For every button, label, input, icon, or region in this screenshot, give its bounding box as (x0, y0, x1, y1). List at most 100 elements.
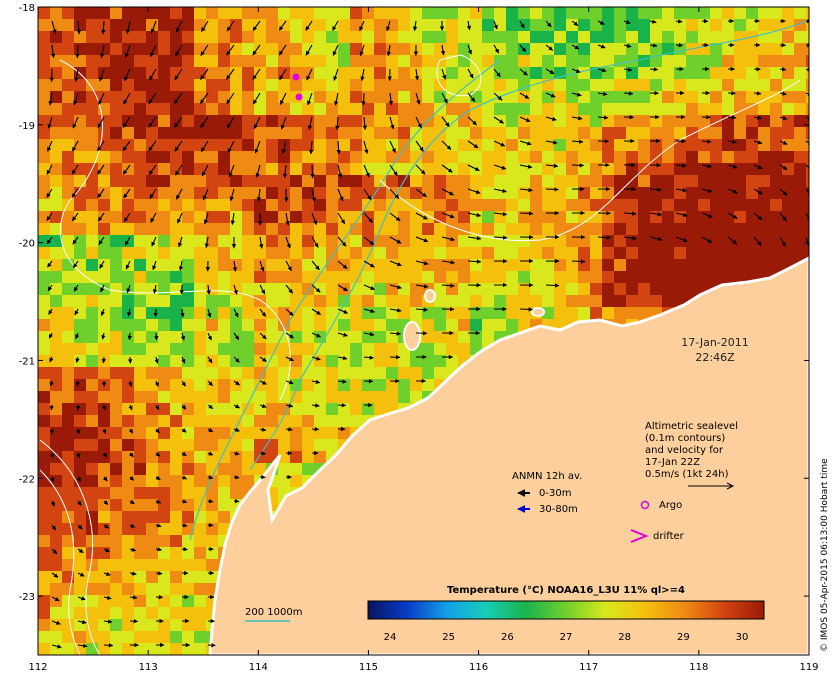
velocity-arrow (389, 331, 402, 336)
sst-cell (278, 175, 290, 187)
sst-cell (110, 571, 122, 583)
sst-cell (446, 7, 458, 19)
sst-cell (170, 631, 182, 643)
sst-cell (266, 67, 278, 79)
sst-cell (50, 223, 62, 235)
sst-cell (134, 331, 146, 343)
sst-cell (182, 163, 194, 175)
sst-cell (578, 247, 590, 259)
sst-cell (62, 151, 74, 163)
sst-cell (242, 439, 254, 451)
sst-cell (374, 319, 386, 331)
sst-cell (386, 271, 398, 283)
sst-cell (542, 31, 554, 43)
sst-cell (326, 127, 338, 139)
sst-cell (758, 151, 770, 163)
sst-cell (734, 103, 746, 115)
sst-cell (86, 223, 98, 235)
sst-cell (110, 583, 122, 595)
sst-cell (710, 43, 722, 55)
sst-cell (350, 7, 362, 19)
sst-cell (290, 7, 302, 19)
velocity-arrow (571, 44, 580, 50)
sst-cell (170, 343, 182, 355)
velocity-arrow (50, 500, 56, 507)
sst-cell (134, 415, 146, 427)
sst-cell (98, 187, 110, 199)
velocity-arrow (805, 212, 809, 222)
lon-tick-label: 115 (359, 662, 378, 673)
sst-cell (446, 103, 458, 115)
sst-cell (326, 91, 338, 103)
sst-cell (554, 223, 566, 235)
colorbar-tick-label: 25 (442, 632, 455, 643)
sst-cell (242, 139, 254, 151)
sst-cell (290, 115, 302, 127)
sst-cell (578, 43, 590, 55)
sst-cell (350, 259, 362, 271)
sst-cell (614, 115, 626, 127)
sst-cell (122, 307, 134, 319)
sst-cell (314, 403, 326, 415)
lon-tick-label: 117 (579, 662, 598, 673)
velocity-arrow (77, 500, 82, 506)
velocity-arrow (155, 499, 162, 504)
sst-cell (158, 103, 170, 115)
velocity-arrow (779, 67, 787, 72)
sst-cell (50, 163, 62, 175)
sst-cell (710, 67, 722, 79)
sst-cell (122, 487, 134, 499)
sst-cell (614, 295, 626, 307)
velocity-arrow (175, 164, 183, 176)
sst-cell (38, 463, 50, 475)
sst-cell (158, 607, 170, 619)
velocity-arrow (233, 284, 238, 295)
velocity-arrow (285, 356, 294, 362)
sst-cell (146, 271, 158, 283)
velocity-arrow (440, 44, 446, 56)
sst-cell (590, 295, 602, 307)
sst-cell (734, 79, 746, 91)
sst-cell (758, 175, 770, 187)
sst-cell (386, 103, 398, 115)
sst-cell (374, 211, 386, 223)
sst-cell (158, 283, 170, 295)
sst-cell (158, 223, 170, 235)
sst-cell (350, 343, 362, 355)
velocity-arrow (129, 499, 135, 505)
sst-cell (710, 127, 722, 139)
sst-cell (218, 271, 230, 283)
sst-cell (62, 343, 74, 355)
velocity-arrow (649, 187, 662, 192)
sst-cell (506, 115, 518, 127)
sst-cell (686, 127, 698, 139)
sst-cell (182, 235, 194, 247)
velocity-arrow (571, 92, 582, 97)
sst-cell (230, 343, 242, 355)
sst-cell (194, 355, 206, 367)
sst-cell (146, 583, 158, 595)
sst-cell (50, 43, 62, 55)
sst-cell (290, 283, 302, 295)
sst-cell (662, 79, 674, 91)
sst-cell (398, 247, 410, 259)
sst-cell (62, 571, 74, 583)
sst-cell (518, 151, 530, 163)
sst-cell (278, 31, 290, 43)
sst-cell (506, 55, 518, 67)
sst-cell (110, 487, 122, 499)
sst-cell (158, 547, 170, 559)
velocity-arrow (253, 116, 261, 129)
velocity-arrow (204, 236, 210, 249)
sst-cell (98, 559, 110, 571)
sst-cell (602, 271, 614, 283)
velocity-arrow (181, 404, 187, 410)
sst-cell (38, 403, 50, 415)
sst-cell (626, 247, 638, 259)
sst-cell (50, 643, 62, 655)
lat-tick-label: -18 (19, 3, 35, 14)
sst-cell (146, 571, 158, 583)
sst-cell (218, 259, 230, 271)
sst-cell (194, 331, 206, 343)
sst-cell (230, 235, 242, 247)
